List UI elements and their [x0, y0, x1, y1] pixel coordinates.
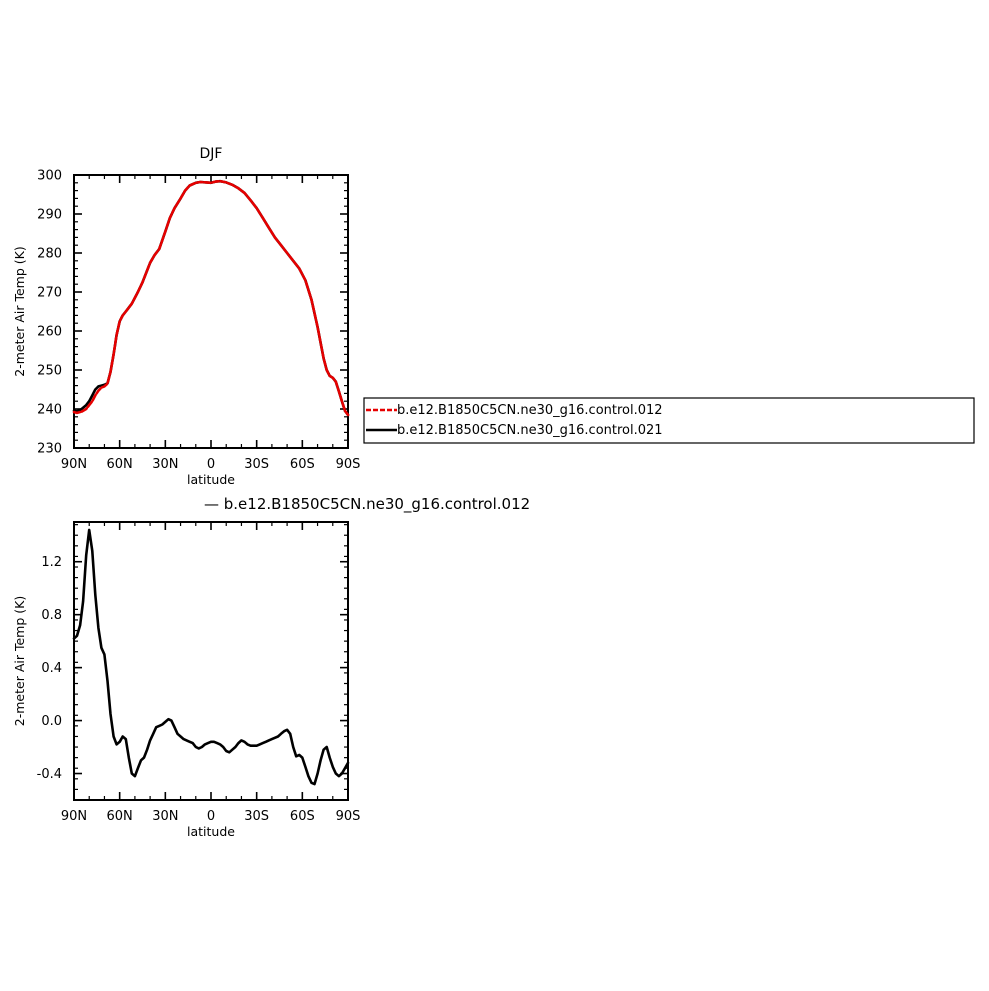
y-tick-label: 270: [37, 286, 62, 301]
x-tick-label: 60S: [290, 457, 315, 472]
legend-label-series-1: b.e12.B1850C5CN.ne30_g16.control.012: [397, 403, 663, 418]
series-line-1: [72, 179, 350, 417]
top-panel-temperature: DJF 90N 60N 30N 0 30S 60S 90S 230 240 250 260 270 280…: [12, 146, 360, 487]
x-axis-label: latitude: [187, 824, 235, 839]
plot-frame: [73, 174, 349, 449]
y-tick-label: 250: [37, 364, 62, 379]
series-line-1: [72, 528, 350, 786]
y-axis-label: 2-meter Air Temp (K): [12, 246, 27, 376]
bottom-panel-difference: — b.e12.B1850C5CN.ne30_g16.control.012 90…: [12, 495, 530, 839]
x-tick-label: 30N: [152, 809, 178, 824]
plot-frame: [73, 521, 349, 801]
x-tick-label: 90S: [336, 457, 361, 472]
x-axis-label: latitude: [187, 472, 235, 487]
chart-title: DJF: [200, 146, 223, 162]
y-tick-label: -0.4: [37, 767, 62, 782]
y-tick-label: 240: [37, 403, 62, 418]
legend: b.e12.B1850C5CN.ne30_g16.control.012 b.e…: [363, 397, 975, 444]
x-tick-label: 30N: [152, 457, 178, 472]
y-tick-label: 280: [37, 247, 62, 262]
series-line-2: [72, 179, 350, 417]
x-tick-label: 0: [207, 809, 215, 824]
y-tick-label: 300: [37, 169, 62, 184]
x-tick-label: 60N: [107, 457, 133, 472]
x-tick-label: 90N: [61, 809, 87, 824]
x-tick-label: 30S: [244, 809, 269, 824]
y-tick-label: 260: [37, 325, 62, 340]
y-tick-label: 0.0: [41, 714, 62, 729]
x-tick-label: 30S: [244, 457, 269, 472]
x-tick-label: 90S: [336, 809, 361, 824]
chart-title: — b.e12.B1850C5CN.ne30_g16.control.012: [204, 495, 530, 514]
x-tick-label: 60S: [290, 809, 315, 824]
y-tick-label: 0.4: [41, 661, 62, 676]
y-tick-label: 0.8: [41, 608, 62, 623]
y-tick-label: 230: [37, 442, 62, 457]
y-tick-label: 290: [37, 208, 62, 223]
legend-box: [363, 397, 975, 444]
x-tick-label: 60N: [107, 809, 133, 824]
y-axis-label: 2-meter Air Temp (K): [12, 596, 27, 726]
y-tick-label: 1.2: [41, 555, 62, 570]
x-tick-label: 0: [207, 457, 215, 472]
legend-label-series-2: b.e12.B1850C5CN.ne30_g16.control.021: [397, 423, 663, 438]
x-tick-label: 90N: [61, 457, 87, 472]
